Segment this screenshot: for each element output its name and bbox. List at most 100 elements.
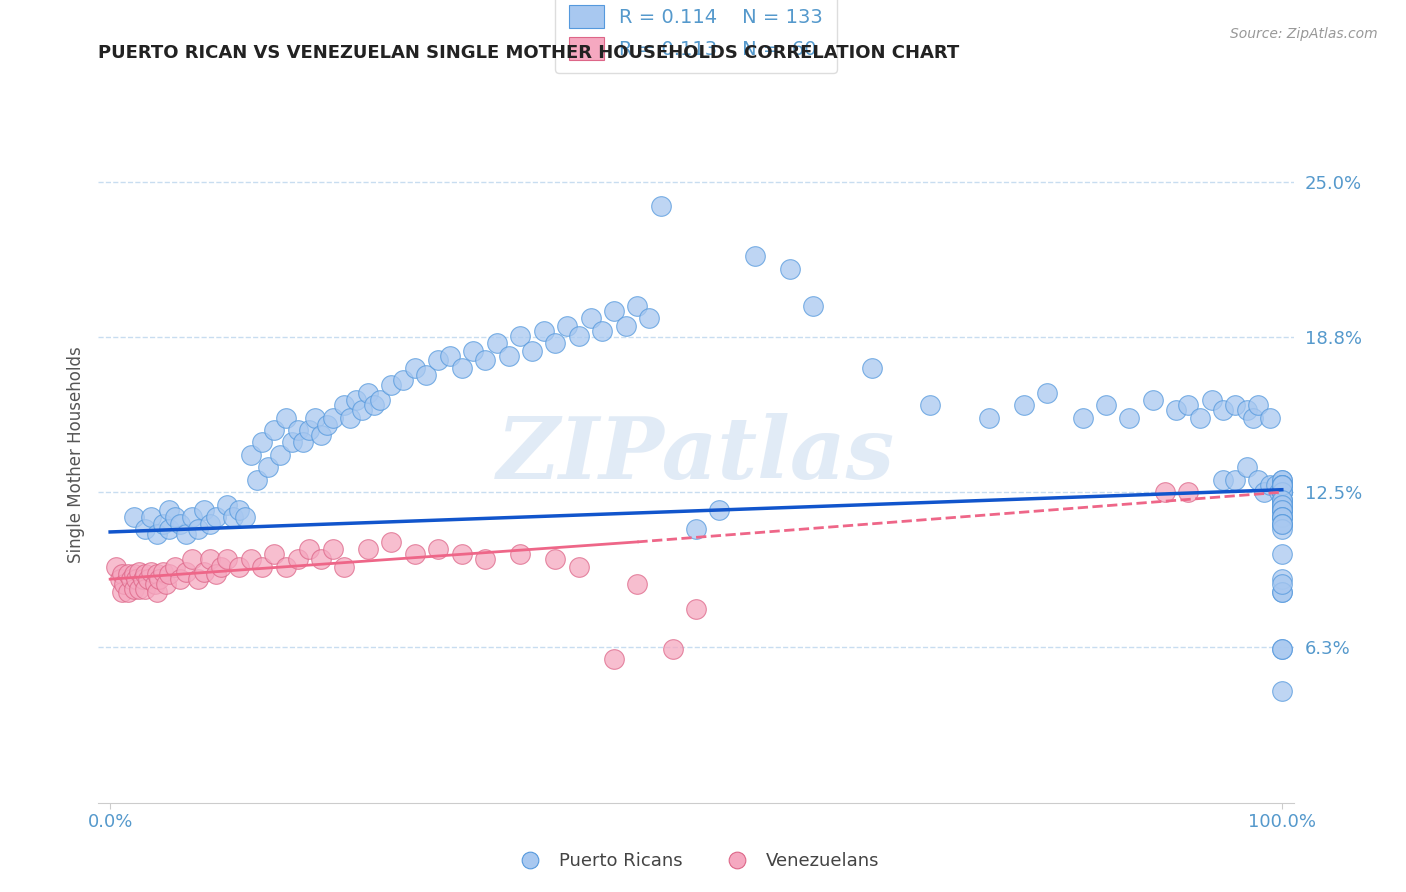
Point: [485, 336, 508, 351]
Point: [1271, 492, 1294, 507]
Point: [1036, 385, 1059, 400]
Point: [204, 510, 226, 524]
Point: [157, 567, 180, 582]
Point: [1271, 485, 1294, 500]
Point: [239, 552, 262, 566]
Point: [591, 324, 613, 338]
Point: [1271, 502, 1294, 516]
Point: [685, 602, 707, 616]
Point: [1153, 485, 1175, 500]
Point: [1012, 398, 1035, 412]
Point: [222, 510, 245, 524]
Point: [1271, 502, 1294, 516]
Point: [1271, 641, 1294, 656]
Point: [134, 523, 156, 537]
Point: [1271, 517, 1294, 532]
Point: [187, 572, 209, 586]
Point: [228, 559, 250, 574]
Point: [309, 552, 332, 566]
Point: [555, 318, 578, 333]
Point: [181, 552, 204, 566]
Point: [134, 567, 156, 582]
Point: [108, 572, 131, 586]
Point: [304, 410, 326, 425]
Point: [1142, 393, 1164, 408]
Point: [1271, 502, 1294, 516]
Point: [1095, 398, 1118, 412]
Point: [1271, 485, 1294, 500]
Point: [146, 527, 169, 541]
Point: [474, 552, 496, 566]
Point: [1223, 398, 1246, 412]
Point: [1258, 477, 1281, 491]
Point: [1271, 684, 1294, 698]
Point: [263, 423, 285, 437]
Point: [1271, 485, 1294, 500]
Point: [544, 552, 567, 566]
Point: [128, 565, 150, 579]
Point: [626, 299, 648, 313]
Point: [187, 523, 209, 537]
Point: [263, 547, 285, 561]
Point: [198, 552, 221, 566]
Point: [1271, 523, 1294, 537]
Point: [709, 502, 731, 516]
Point: [287, 423, 309, 437]
Point: [363, 398, 385, 412]
Point: [1253, 485, 1275, 500]
Point: [860, 361, 883, 376]
Point: [427, 353, 450, 368]
Point: [1271, 477, 1294, 491]
Point: [568, 328, 591, 343]
Point: [1271, 498, 1294, 512]
Point: [380, 378, 402, 392]
Point: [368, 393, 391, 408]
Point: [544, 336, 567, 351]
Point: [1271, 477, 1294, 491]
Point: [252, 435, 274, 450]
Point: [111, 567, 134, 582]
Point: [1241, 410, 1264, 425]
Point: [112, 577, 135, 591]
Point: [638, 311, 661, 326]
Point: [1271, 510, 1294, 524]
Point: [650, 199, 672, 213]
Point: [155, 577, 177, 591]
Point: [1271, 485, 1294, 500]
Point: [163, 510, 186, 524]
Point: [779, 261, 801, 276]
Point: [269, 448, 291, 462]
Point: [579, 311, 602, 326]
Point: [1271, 477, 1294, 491]
Point: [801, 299, 824, 313]
Point: [1212, 403, 1234, 417]
Point: [1271, 584, 1294, 599]
Point: [1271, 502, 1294, 516]
Point: [352, 403, 374, 417]
Point: [281, 435, 304, 450]
Point: [217, 498, 239, 512]
Point: [450, 547, 472, 561]
Point: [125, 572, 148, 586]
Y-axis label: Single Mother Households: Single Mother Households: [66, 347, 84, 563]
Point: [174, 527, 197, 541]
Point: [287, 552, 309, 566]
Point: [1271, 517, 1294, 532]
Point: [1177, 398, 1199, 412]
Point: [439, 349, 461, 363]
Point: [1271, 473, 1294, 487]
Point: [128, 582, 150, 596]
Point: [143, 577, 166, 591]
Point: [252, 559, 274, 574]
Point: [1247, 473, 1270, 487]
Point: [920, 398, 942, 412]
Point: [474, 353, 496, 368]
Point: [257, 460, 280, 475]
Point: [1071, 410, 1094, 425]
Point: [132, 572, 155, 586]
Text: Source: ZipAtlas.com: Source: ZipAtlas.com: [1230, 27, 1378, 41]
Point: [357, 542, 380, 557]
Point: [111, 584, 134, 599]
Point: [1271, 492, 1294, 507]
Point: [498, 349, 520, 363]
